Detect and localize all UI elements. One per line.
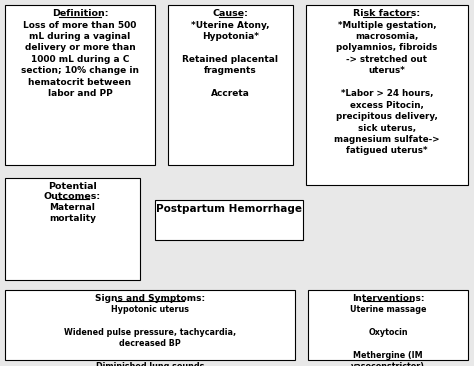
Text: Interventions:: Interventions: [352, 294, 424, 303]
Bar [168, 5, 293, 165]
Text: Risk factors:: Risk factors: [354, 9, 420, 18]
Bar [155, 200, 303, 240]
Text: *Uterine Atony,
Hypotonia*

Retained placental
fragments

Accreta: *Uterine Atony, Hypotonia* Retained plac… [182, 20, 279, 98]
Text: Potential
Outcomes:: Potential Outcomes: [44, 182, 101, 201]
Text: Signs and Symptoms:: Signs and Symptoms: [95, 294, 205, 303]
Text: *Multiple gestation,
macrosomia,
polyamnios, fibroids
-> stretched out
uterus*

: *Multiple gestation, macrosomia, polyamn… [334, 20, 440, 156]
Text: Definition:: Definition: [52, 9, 108, 18]
Bar [5, 178, 140, 280]
Text: Hypotonic uterus

Widened pulse pressure, tachycardia,
decreased BP

Diminished : Hypotonic uterus Widened pulse pressure,… [45, 305, 255, 366]
Text: Loss of more than 500
mL during a vaginal
delivery or more than
1000 mL during a: Loss of more than 500 mL during a vagina… [21, 20, 139, 98]
Bar [5, 290, 295, 360]
Bar [5, 5, 155, 165]
Text: Uterine massage

Oxytocin

Methergine (IM
vasoconstrictor)

Prostaglandins (IM i: Uterine massage Oxytocin Methergine (IM … [321, 305, 455, 366]
Text: Postpartum Hemorrhage: Postpartum Hemorrhage [156, 204, 302, 214]
Text: Cause:: Cause: [212, 9, 248, 18]
Bar [306, 5, 468, 185]
Bar [308, 290, 468, 360]
Text: Maternal
mortality: Maternal mortality [49, 203, 96, 224]
